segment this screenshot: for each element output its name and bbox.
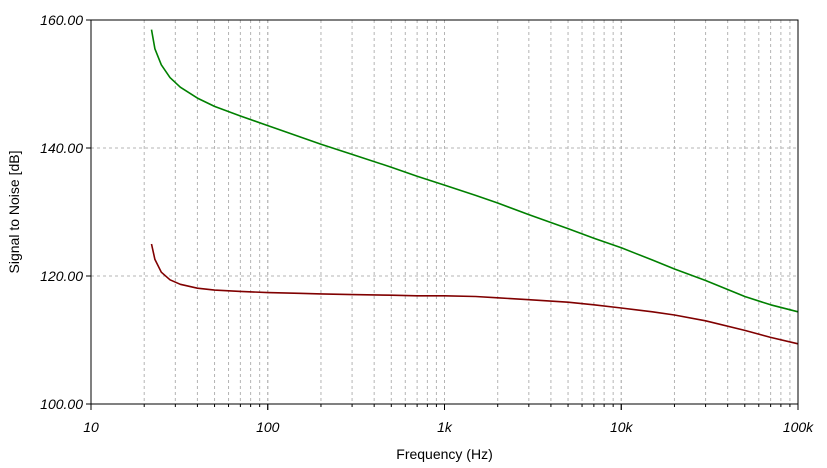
grid	[91, 20, 798, 404]
axis-ticks: 10 100 1k 10k 100k 100.00 120.00 140.00 160.00	[40, 12, 814, 435]
y-tick-label: 140.00	[40, 140, 83, 156]
y-tick-label: 120.00	[40, 268, 83, 284]
x-tick-label: 100k	[783, 419, 814, 435]
x-tick-label: 1k	[437, 419, 453, 435]
y-axis-label: Signal to Noise [dB]	[6, 151, 22, 274]
y-tick-label: 160.00	[40, 12, 83, 28]
x-tick-label: 100	[256, 419, 280, 435]
y-tick-label: 100.00	[40, 396, 83, 412]
x-tick-label: 10	[83, 419, 99, 435]
x-axis-label: Frequency (Hz)	[396, 446, 492, 462]
series-layer	[150, 29, 799, 345]
series-line-1	[150, 29, 799, 313]
series-line-2	[150, 243, 799, 345]
x-tick-label: 10k	[610, 419, 634, 435]
